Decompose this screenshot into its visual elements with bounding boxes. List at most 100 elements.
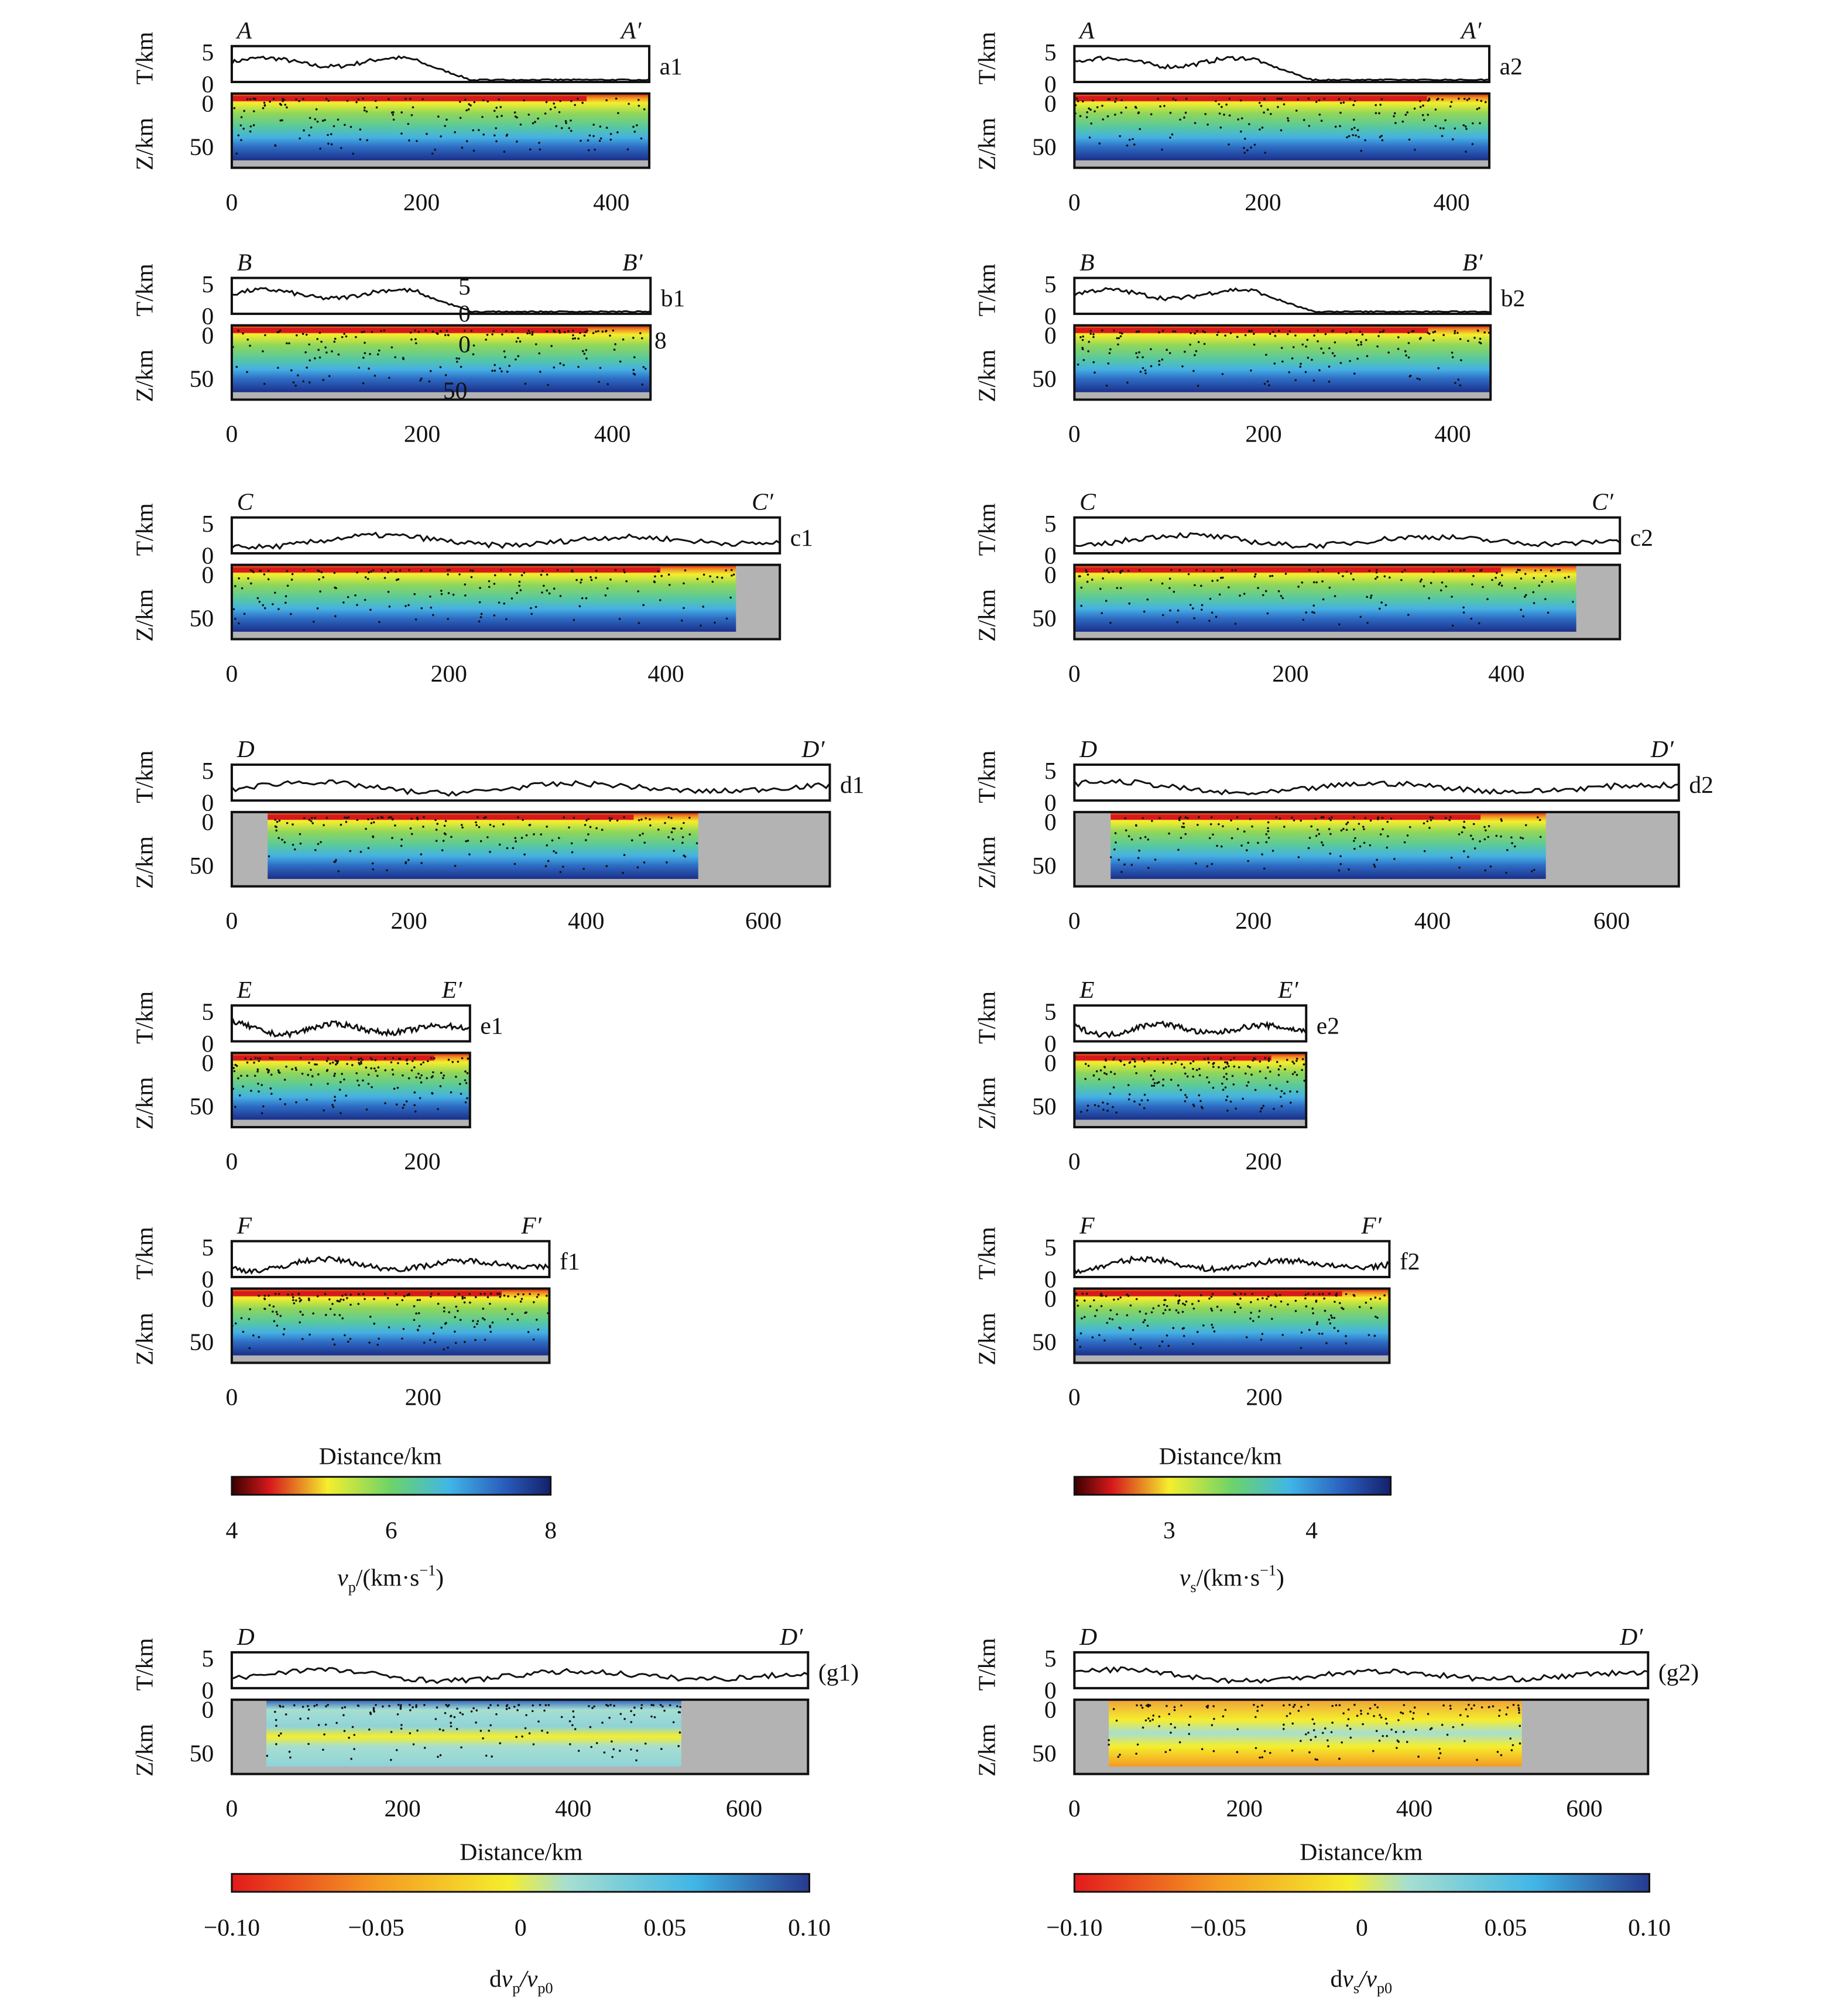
earthquake-dot <box>660 1748 663 1750</box>
earthquake-dot <box>1162 1057 1165 1060</box>
earthquake-dot <box>581 597 584 600</box>
earthquake-dot <box>1231 837 1233 840</box>
earthquake-dot <box>1236 828 1239 830</box>
earthquake-dot <box>1491 579 1493 581</box>
earthquake-dot <box>1423 585 1425 587</box>
earthquake-dot <box>429 369 432 372</box>
earthquake-dot <box>1143 610 1146 613</box>
earthquake-dot <box>1142 1726 1144 1729</box>
earthquake-dot <box>609 1703 612 1706</box>
earthquake-dot <box>670 831 673 834</box>
earthquake-dot <box>1381 816 1384 819</box>
earthquake-dot <box>443 832 446 835</box>
earthquake-dot <box>1365 338 1367 341</box>
x-tick-label: 0 <box>226 1148 238 1175</box>
x-tick-label: 0 <box>1068 420 1081 447</box>
colorbar-label: vs/(km·s−1) <box>1180 1562 1284 1596</box>
earthquake-dot <box>1089 108 1092 111</box>
earthquake-dot <box>1483 331 1486 334</box>
earthquake-dot <box>1253 343 1256 346</box>
earthquake-dot <box>622 871 624 874</box>
earthquake-dot <box>1393 858 1396 860</box>
earthquake-dot <box>650 1715 653 1718</box>
earthquake-dot <box>535 1319 538 1321</box>
earthquake-dot <box>1334 125 1337 128</box>
earthquake-dot <box>1463 569 1466 571</box>
earthquake-dot <box>1146 1099 1149 1101</box>
t-axis-label: T/km <box>131 503 157 556</box>
earthquake-dot <box>499 106 502 108</box>
earthquake-dot <box>721 576 724 579</box>
earthquake-dot <box>1338 623 1341 626</box>
earthquake-dot <box>1225 1098 1228 1101</box>
earthquake-dot <box>1222 576 1224 579</box>
earthquake-dot <box>1533 602 1535 604</box>
earthquake-dot <box>279 1705 282 1708</box>
earthquake-dot <box>1250 146 1252 149</box>
earthquake-dot <box>1076 1339 1079 1341</box>
earthquake-dot <box>611 1740 613 1743</box>
earthquake-dot <box>299 842 302 845</box>
earthquake-dot <box>368 571 370 574</box>
earthquake-dot <box>277 1069 280 1072</box>
earthquake-dot <box>519 1300 522 1303</box>
earthquake-dot <box>587 139 589 142</box>
earthquake-dot <box>414 338 417 341</box>
earthquake-dot <box>1321 841 1323 844</box>
earthquake-dot <box>461 1297 464 1300</box>
earthquake-dot <box>1479 122 1481 125</box>
profile-end-label: B′ <box>1462 249 1483 276</box>
earthquake-dot <box>1108 352 1111 354</box>
earthquake-dot <box>1458 867 1461 869</box>
earthquake-dot <box>381 569 383 571</box>
earthquake-dot <box>1283 826 1286 828</box>
earthquake-dot <box>1272 330 1274 333</box>
earthquake-dot <box>1463 820 1466 823</box>
earthquake-dot <box>644 367 647 370</box>
earthquake-dot <box>489 823 492 826</box>
earthquake-dot <box>344 816 346 819</box>
earthquake-dot <box>314 1063 316 1066</box>
earthquake-dot <box>1177 1311 1180 1314</box>
earthquake-dot <box>1209 597 1212 600</box>
earthquake-dot <box>1301 1069 1303 1072</box>
earthquake-dot <box>1407 342 1410 344</box>
earthquake-dot <box>1180 1063 1183 1066</box>
earthquake-dot <box>1303 1063 1305 1066</box>
earthquake-dot <box>1300 819 1303 822</box>
earthquake-dot <box>508 365 510 367</box>
earthquake-dot <box>1229 1059 1232 1062</box>
earthquake-dot <box>502 823 505 826</box>
earthquake-dot <box>1307 97 1310 100</box>
earthquake-dot <box>415 342 417 345</box>
earthquake-dot <box>1431 816 1434 819</box>
earthquake-dot <box>413 1057 416 1059</box>
earthquake-dot <box>1483 826 1486 829</box>
model-box <box>230 1698 810 1775</box>
earthquake-dot <box>246 371 248 374</box>
earthquake-dot <box>499 367 502 370</box>
earthquake-dot <box>445 1322 447 1324</box>
earthquake-dot <box>1328 586 1331 589</box>
earthquake-dot <box>533 1301 535 1303</box>
earthquake-dot <box>316 1063 318 1066</box>
earthquake-dot <box>256 597 259 600</box>
earthquake-dot <box>1369 1298 1372 1300</box>
earthquake-dot <box>1242 1097 1244 1100</box>
earthquake-dot <box>365 1066 368 1069</box>
earthquake-dot <box>1174 99 1177 101</box>
earthquake-dot <box>364 352 366 354</box>
earthquake-dot <box>1105 1295 1108 1298</box>
earthquake-dot <box>1512 1703 1515 1706</box>
earthquake-dot <box>547 384 549 386</box>
earthquake-dot <box>1423 822 1425 824</box>
earthquake-dot <box>372 1707 375 1709</box>
earthquake-dot <box>1329 853 1332 855</box>
earthquake-dot <box>317 1073 320 1076</box>
earthquake-dot <box>1409 1710 1412 1713</box>
earthquake-dot <box>373 1322 376 1325</box>
earthquake-dot <box>1137 857 1140 860</box>
earthquake-dot <box>317 1724 320 1726</box>
earthquake-dot <box>1184 1094 1187 1096</box>
earthquake-dot <box>1284 573 1287 575</box>
